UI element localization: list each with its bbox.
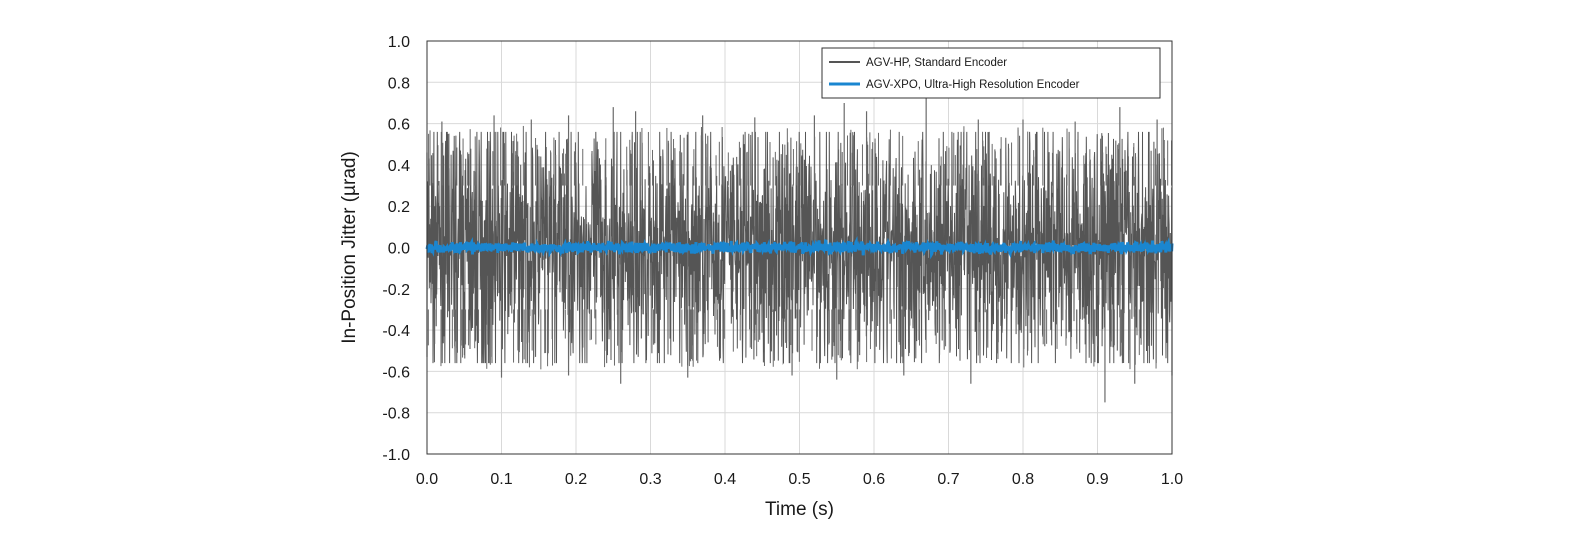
x-tick-labels: 0.0 0.1 0.2 0.3 0.4 0.5 0.6 0.7 0.8 0.9 1.0	[416, 471, 1183, 488]
x-tick-label: 0.6	[863, 471, 885, 488]
y-tick-label: 0.2	[388, 199, 410, 216]
x-tick-label: 0.3	[639, 471, 661, 488]
legend: AGV-HP, Standard Encoder AGV-XPO, Ultra-…	[821, 47, 1161, 99]
x-tick-label: 0.7	[937, 471, 959, 488]
y-tick-label: -0.2	[382, 282, 410, 299]
legend-box	[821, 47, 1161, 99]
y-axis-title: In-Position Jitter (µrad)	[339, 151, 360, 344]
x-tick-label: 0.0	[416, 471, 438, 488]
y-tick-label: 1.0	[388, 34, 410, 51]
legend-label-ultra-high-encoder: AGV-XPO, Ultra-High Resolution Encoder	[866, 79, 1080, 91]
x-tick-label: 1.0	[1161, 471, 1183, 488]
x-tick-label: 0.1	[490, 471, 512, 488]
series-ultra-high-encoder-line	[425, 235, 1174, 260]
y-tick-label: 0.0	[388, 241, 410, 258]
y-tick-label: -0.6	[382, 364, 410, 381]
x-axis-title: Time (s)	[765, 499, 834, 520]
plot-frame	[426, 40, 1173, 455]
y-tick-labels: 1.0 0.8 0.6 0.4 0.2 0.0 -0.2 -0.4 -0.6 -0.8 -1.0	[382, 34, 410, 464]
x-tick-label: 0.4	[714, 471, 736, 488]
x-tick-label: 0.2	[565, 471, 587, 488]
x-tick-label: 0.9	[1086, 471, 1108, 488]
y-tick-label: -0.4	[382, 323, 410, 340]
y-tick-label: 0.6	[388, 117, 410, 134]
y-tick-label: -0.8	[382, 406, 410, 423]
series-layer	[425, 96, 1174, 403]
legend-label-standard-encoder: AGV-HP, Standard Encoder	[866, 57, 1007, 69]
y-tick-label: -1.0	[382, 447, 410, 464]
x-tick-label: 0.5	[788, 471, 810, 488]
x-tick-label: 0.8	[1012, 471, 1034, 488]
y-tick-label: 0.8	[388, 75, 410, 92]
y-tick-label: 0.4	[388, 158, 410, 175]
